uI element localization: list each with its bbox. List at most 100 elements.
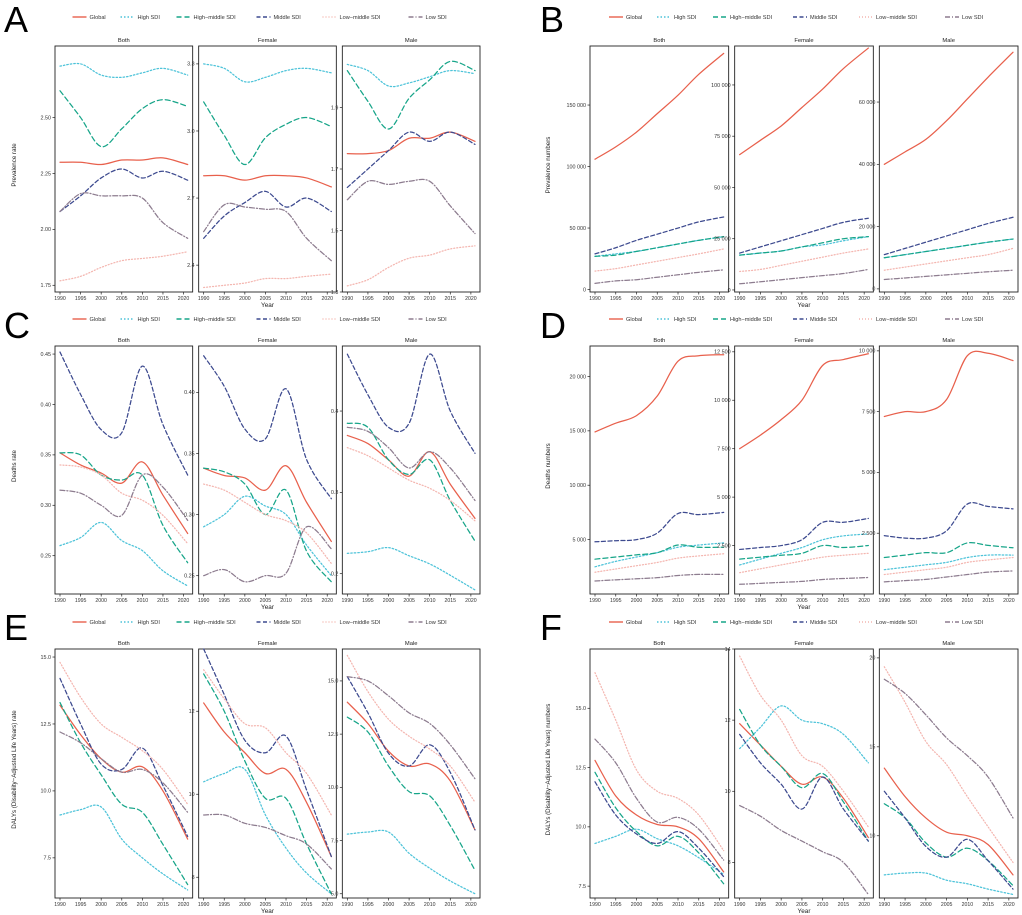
y-tick-label: 5 000 [862, 470, 876, 476]
series-line-lowmid [203, 669, 332, 816]
x-tick-label: 2005 [941, 296, 953, 302]
panel-letter: D [540, 305, 566, 346]
facet-frame [341, 345, 481, 595]
x-tick-label: 2020 [858, 902, 870, 908]
series-line-highmid [739, 708, 869, 842]
legend-item-mid: Middle SDI [256, 620, 302, 626]
x-tick-label: 1995 [75, 296, 87, 302]
x-axis-label: Year [798, 908, 812, 915]
legend-item-high: High SDI [657, 15, 697, 21]
facet-title: Female [794, 338, 813, 344]
y-tick-label: 7.5 [44, 856, 52, 862]
legend-item-high: High SDI [120, 15, 161, 21]
facet-frame [54, 45, 194, 293]
series-line-highmid [883, 542, 1014, 559]
x-tick-label: 2000 [383, 296, 395, 302]
y-tick-label: 0.45 [41, 352, 52, 358]
y-tick-label: 2.50 [41, 115, 52, 121]
series-line-mid [594, 216, 725, 255]
facet-frame [589, 45, 730, 293]
series-line-lowmid [883, 247, 1014, 271]
x-tick-label: 2010 [280, 598, 292, 604]
legend-item-global: Global [609, 15, 642, 21]
facet-title: Female [794, 641, 813, 647]
facet-frame [589, 345, 730, 595]
y-tick-label: 100 000 [711, 83, 731, 89]
y-tick-label: 150 000 [567, 103, 587, 109]
legend-item-lowmid: Low−middle SDI [859, 620, 917, 626]
legend-item-lowmid: Low−middle SDI [859, 317, 917, 323]
series-line-low [739, 576, 869, 585]
facet-frame [54, 345, 194, 595]
x-tick-label: 2020 [178, 598, 190, 604]
x-tick-label: 2015 [445, 598, 457, 604]
x-tick-label: 2000 [775, 902, 787, 908]
x-tick-label: 2020 [714, 296, 726, 302]
y-tick-label: 12.5 [41, 722, 52, 728]
x-tick-label: 2010 [137, 598, 149, 604]
series-line-high [346, 63, 476, 88]
x-tick-label: 2015 [445, 902, 457, 908]
x-tick-label: 2020 [178, 902, 190, 908]
y-tick-label: 7.5 [579, 884, 587, 890]
x-tick-label: 2015 [838, 296, 850, 302]
legend-item-highmid: High−middle SDI [713, 15, 773, 21]
x-tick-label: 2000 [239, 902, 251, 908]
panel-letter: A [4, 0, 28, 40]
legend-label-low: Low SDI [426, 317, 448, 323]
y-tick-label: 14 [725, 647, 731, 653]
legend-label-mid: Middle SDI [274, 620, 302, 626]
series-line-low [739, 268, 869, 285]
facet-female: Female 2.4 2.7 3.0 3.3 1990 1995 2000 2005 2010 20… [187, 38, 337, 309]
series-line-low [883, 570, 1014, 583]
x-tick-label: 2000 [775, 598, 787, 604]
x-tick-label: 2020 [714, 902, 726, 908]
x-axis-label: Year [261, 302, 275, 309]
y-tick-label: 1.9 [331, 105, 339, 111]
x-tick-label: 2005 [116, 598, 128, 604]
legend-item-mid: Middle SDI [256, 317, 301, 323]
x-tick-label: 1990 [54, 902, 66, 908]
x-tick-label: 2010 [817, 902, 829, 908]
facet-male: Male 2 500 5 000 7 500 10 000 1990 1995 2000 200… [859, 338, 1019, 604]
legend-item-low: Low SDI [945, 317, 984, 323]
x-tick-label: 1995 [755, 902, 767, 908]
y-tick-label: 0.3 [331, 490, 339, 496]
x-tick-label: 2015 [982, 902, 994, 908]
legend-item-low: Low SDI [945, 620, 984, 626]
y-tick-label: 0.25 [184, 573, 195, 579]
series-line-lowmid [739, 248, 869, 273]
facet-frame [198, 345, 337, 595]
x-tick-label: 1990 [54, 296, 66, 302]
x-tick-label: 2015 [157, 598, 169, 604]
facet-frame [54, 648, 194, 899]
x-tick-label: 1995 [755, 598, 767, 604]
series-line-global [594, 759, 725, 873]
x-tick-label: 2005 [796, 902, 808, 908]
legend-item-low: Low SDI [408, 620, 447, 626]
facet-title: Both [118, 641, 130, 647]
series-line-mid [203, 190, 332, 239]
y-tick-label: 0.25 [41, 553, 52, 559]
y-tick-label: 10 [869, 834, 875, 840]
facet-title: Male [942, 38, 955, 44]
facet-both: Both 7.5 10.0 12.5 15.0 1990 1995 2000 2005 2010 2… [576, 641, 730, 908]
y-tick-label: 0.4 [331, 409, 339, 415]
series-line-high [346, 546, 476, 591]
legend-label-mid: Middle SDI [810, 15, 838, 21]
x-tick-label: 2000 [239, 296, 251, 302]
x-tick-label: 2010 [817, 598, 829, 604]
x-tick-label: 2020 [1003, 902, 1015, 908]
x-tick-label: 2010 [817, 296, 829, 302]
facet-frame [198, 648, 337, 899]
legend-item-high: High SDI [120, 317, 160, 323]
panel-b: B Global High SDI High−middle SDI Middle SDI… [540, 0, 1019, 309]
series-line-global [346, 701, 476, 831]
legend-label-global: Global [90, 15, 106, 21]
series-line-low [203, 813, 332, 870]
legend-label-high: High SDI [138, 15, 161, 21]
series-line-lowmid [594, 248, 725, 272]
x-tick-label: 2005 [403, 598, 415, 604]
legend-label-high: High SDI [138, 620, 161, 626]
